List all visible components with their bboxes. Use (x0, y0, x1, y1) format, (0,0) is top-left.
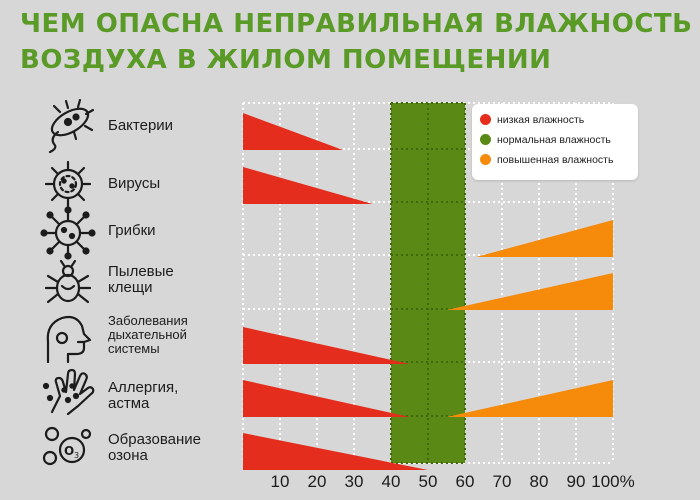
high-humidity-wedge (446, 380, 613, 417)
bacteria-icon (38, 98, 98, 154)
x-axis-ticks: 10 20 30 40 50 60 70 80 90 100% (271, 472, 635, 491)
x-tick-label: 30 (345, 472, 364, 491)
normal-zone-layer (390, 102, 466, 464)
x-tick-label: 60 (456, 472, 475, 491)
legend-item-high: повышенная влажность (480, 154, 613, 170)
x-tick-label: 40 (382, 472, 401, 491)
legend-swatch-low (480, 114, 491, 125)
chart-bars (243, 113, 613, 470)
fungus-icon (38, 206, 98, 260)
high-humidity-wedge (476, 220, 613, 257)
low-humidity-wedge (243, 433, 428, 470)
x-tick-label: 100% (591, 472, 634, 491)
legend: низкая влажность нормальная влажность по… (472, 104, 638, 180)
legend-label-normal: нормальная влажность (497, 134, 611, 146)
legend-swatch-high (480, 154, 491, 165)
row-label-ozone: Образование озона (108, 431, 201, 464)
svg-text:O: O (64, 444, 74, 458)
legend-item-normal: нормальная влажность (480, 134, 611, 150)
x-tick-label: 90 (567, 472, 586, 491)
row-label-mites: Пылевые клещи (108, 263, 174, 296)
virus-icon (38, 158, 98, 208)
legend-swatch-normal (480, 134, 491, 145)
mite-icon (38, 258, 98, 308)
x-tick-label: 70 (493, 472, 512, 491)
row-label-allergy: Аллергия, астма (108, 379, 179, 412)
low-humidity-wedge (243, 113, 343, 150)
low-humidity-wedge (243, 327, 410, 364)
ozone-icon: O 3 (38, 422, 98, 472)
x-tick-label: 50 (419, 472, 438, 491)
low-humidity-wedge (243, 380, 410, 417)
title-line-2: ВОЗДУХА В ЖИЛОМ ПОМЕЩЕНИИ (20, 45, 552, 75)
row-label-respiratory: Заболевания дыхательной системы (108, 313, 188, 356)
page-title: ЧЕМ ОПАСНА НЕПРАВИЛЬНАЯ ВЛАЖНОСТЬ ВОЗДУХ… (20, 6, 693, 78)
row-label-bacteria: Бактерии (108, 117, 174, 134)
legend-item-low: низкая влажность (480, 114, 584, 130)
high-humidity-wedge (446, 273, 613, 310)
x-tick-label: 80 (530, 472, 549, 491)
row-label-fungus: Грибки (108, 222, 156, 239)
title-line-1: ЧЕМ ОПАСНА НЕПРАВИЛЬНАЯ ВЛАЖНОСТЬ (20, 9, 693, 39)
legend-label-high: повышенная влажность (497, 154, 614, 166)
respiratory-icon (38, 312, 98, 364)
legend-label-low: низкая влажность (497, 114, 585, 126)
low-humidity-wedge (243, 167, 373, 204)
svg-text:3: 3 (74, 451, 79, 460)
row-label-virus: Вирусы (108, 175, 161, 192)
allergy-icon (38, 366, 98, 416)
x-tick-label: 20 (308, 472, 327, 491)
x-tick-label: 10 (271, 472, 290, 491)
